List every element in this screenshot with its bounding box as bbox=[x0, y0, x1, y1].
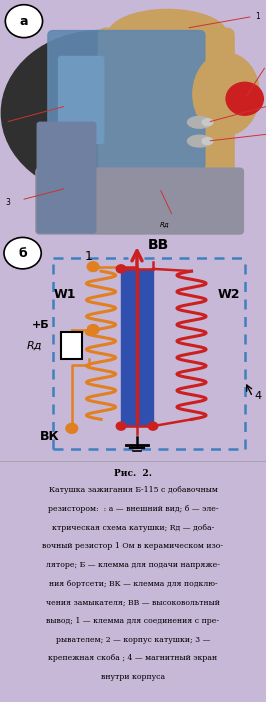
FancyBboxPatch shape bbox=[121, 269, 153, 426]
Text: крепежная скоба ; 4 — магнитный экран: крепежная скоба ; 4 — магнитный экран bbox=[48, 654, 218, 662]
Text: 1: 1 bbox=[255, 12, 260, 21]
Text: б: б bbox=[18, 246, 27, 260]
Text: Rд: Rд bbox=[27, 340, 42, 350]
Circle shape bbox=[5, 5, 43, 38]
Circle shape bbox=[116, 422, 126, 430]
Text: 4: 4 bbox=[254, 391, 261, 401]
Ellipse shape bbox=[193, 53, 259, 135]
FancyBboxPatch shape bbox=[48, 31, 205, 169]
Ellipse shape bbox=[188, 117, 211, 128]
Text: внутри корпуса: внутри корпуса bbox=[101, 673, 165, 681]
FancyBboxPatch shape bbox=[61, 332, 82, 359]
Ellipse shape bbox=[202, 119, 213, 126]
Text: 1: 1 bbox=[85, 250, 93, 263]
Text: ляторе; Б — клемма для подачи напряже-: ляторе; Б — клемма для подачи напряже- bbox=[46, 561, 220, 569]
Text: +Б: +Б bbox=[32, 320, 49, 331]
Text: ктрическая схема катушки; Rд — доба-: ктрическая схема катушки; Rд — доба- bbox=[52, 524, 214, 531]
Text: 3: 3 bbox=[5, 197, 10, 206]
FancyBboxPatch shape bbox=[37, 122, 96, 233]
Text: Катушка зажигания Б-115 с добавочным: Катушка зажигания Б-115 с добавочным bbox=[49, 486, 217, 494]
Text: вывод; 1 — клемма для соединения с пре-: вывод; 1 — клемма для соединения с пре- bbox=[47, 617, 219, 625]
Circle shape bbox=[226, 82, 263, 115]
FancyBboxPatch shape bbox=[36, 168, 243, 234]
Circle shape bbox=[87, 324, 99, 334]
FancyBboxPatch shape bbox=[59, 56, 104, 143]
Circle shape bbox=[148, 422, 158, 430]
Circle shape bbox=[66, 423, 78, 433]
Text: ВВ: ВВ bbox=[148, 238, 169, 252]
Text: вочный резистор 1 Ом в керамическом изо-: вочный резистор 1 Ом в керамическом изо- bbox=[43, 543, 223, 550]
Circle shape bbox=[87, 262, 99, 272]
Text: Рис.  2.: Рис. 2. bbox=[114, 470, 152, 479]
Ellipse shape bbox=[1, 31, 201, 195]
Ellipse shape bbox=[108, 9, 227, 61]
Text: W2: W2 bbox=[218, 288, 241, 301]
Circle shape bbox=[4, 237, 41, 269]
Text: чения замыкателя; ВВ — высоковольтный: чения замыкателя; ВВ — высоковольтный bbox=[46, 598, 220, 607]
Ellipse shape bbox=[188, 135, 211, 147]
Text: резистором:  : а — внешний вид; б — эле-: резистором: : а — внешний вид; б — эле- bbox=[48, 505, 218, 513]
Text: ния бортсети; ВК — клемма для подклю-: ния бортсети; ВК — клемма для подклю- bbox=[49, 580, 217, 588]
Text: Rд: Rд bbox=[160, 220, 169, 227]
Text: а: а bbox=[20, 15, 28, 27]
Text: ВК: ВК bbox=[40, 430, 60, 442]
Ellipse shape bbox=[108, 150, 227, 202]
FancyBboxPatch shape bbox=[98, 28, 234, 183]
Text: рывателем; 2 — корпус катушки; 3 —: рывателем; 2 — корпус катушки; 3 — bbox=[56, 635, 210, 644]
Text: W1: W1 bbox=[53, 288, 76, 301]
Ellipse shape bbox=[202, 138, 213, 145]
Circle shape bbox=[116, 265, 126, 273]
